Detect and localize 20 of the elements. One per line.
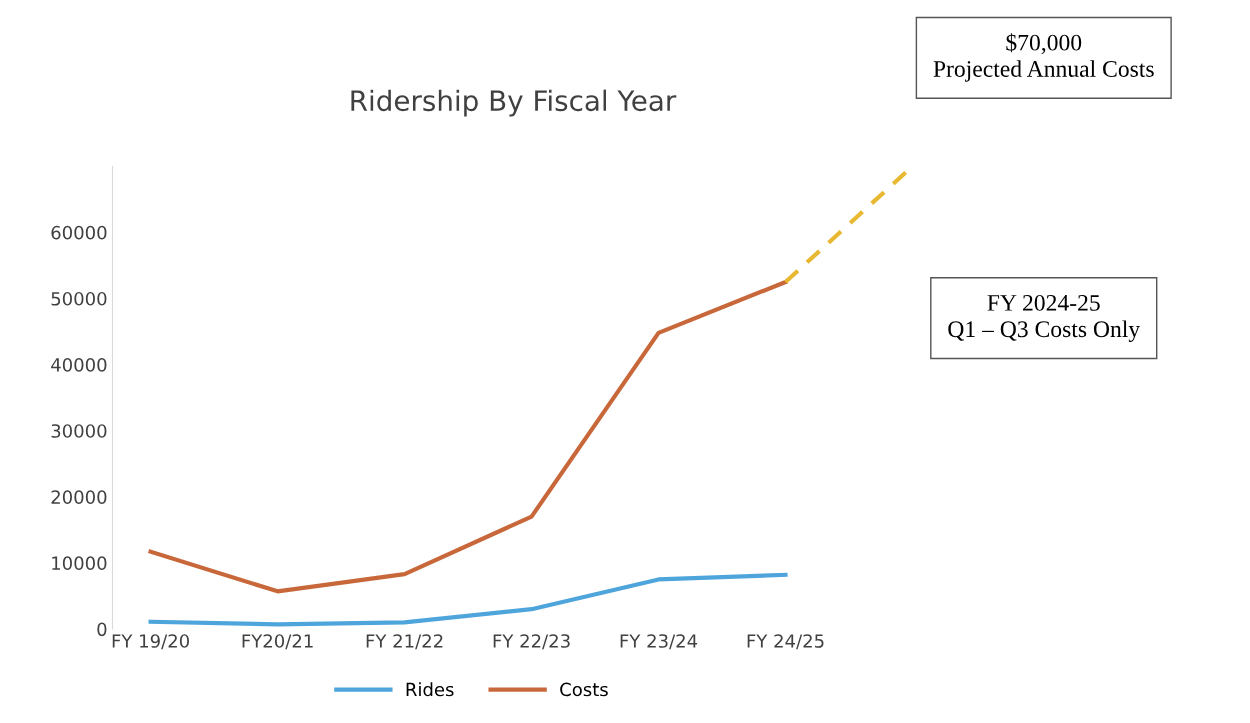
x-tick-label: FY 22/23	[493, 634, 570, 650]
x-tick-label: FY 21/22	[366, 634, 443, 650]
y-tick-label: 50000	[51, 291, 107, 306]
legend-label: Rides	[406, 682, 454, 697]
x-tick-label: FY 24/25	[747, 634, 824, 650]
legend-label: Costs	[560, 682, 608, 697]
line-series	[148, 279, 788, 594]
y-tick-label: 30000	[51, 424, 107, 438]
line-series	[148, 572, 788, 627]
text: $70,000 Projected Annual Costs	[933, 33, 1154, 82]
y-tick-label: 40000	[51, 358, 107, 372]
x-tick-label: FY 23/24	[620, 634, 698, 650]
annotation: FY 2024-25 Q1 – Q3 Costs Only	[948, 294, 1141, 343]
x-tick-label: FY20/21	[242, 634, 313, 650]
x-tick-label: FY 19/20	[112, 634, 189, 650]
chart-title: Ridership By Fiscal Year	[351, 89, 677, 117]
y-tick-label: 0	[97, 622, 107, 637]
y-tick-label: 10000	[52, 556, 107, 571]
y-tick-label: 20000	[51, 490, 107, 504]
y-tick-label: 60000	[51, 225, 107, 240]
